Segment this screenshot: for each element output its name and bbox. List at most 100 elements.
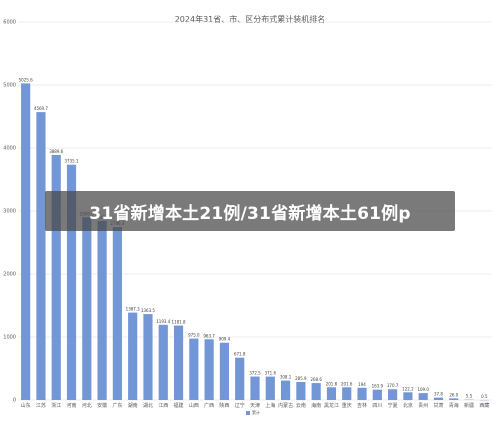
bar — [97, 220, 107, 400]
bar — [189, 338, 199, 400]
bar-value-label: 201.6 — [341, 381, 353, 386]
bar-value-label: 194 — [358, 382, 366, 387]
bar-value-label: 371.6 — [265, 371, 277, 376]
x-tick-label: 山西 — [189, 402, 199, 409]
y-tick-label: 2000 — [3, 272, 16, 278]
bar-value-label: 3889.6 — [49, 149, 63, 154]
x-tick-label: 辽宁 — [235, 402, 245, 409]
y-tick-label: 1000 — [3, 335, 16, 341]
x-tick-label: 黑龙江 — [324, 402, 339, 409]
x-tick-label: 广东 — [112, 402, 122, 409]
x-tick-label: 吉林 — [357, 402, 367, 409]
bar — [51, 154, 61, 400]
x-tick-label: 新疆 — [464, 402, 474, 409]
bar — [357, 387, 367, 400]
bar-value-label: 308.1 — [280, 375, 292, 380]
bar — [112, 226, 122, 400]
headline-overlay: 31省新增本土21例/31省新增本土61例p — [45, 191, 455, 231]
legend-swatch — [246, 411, 250, 415]
bar-value-label: 4569.7 — [34, 106, 48, 111]
x-tick-label: 贵州 — [418, 402, 428, 409]
x-tick-label: 青海 — [449, 402, 459, 409]
bar-value-label: 170.7 — [387, 383, 399, 388]
y-tick-label: 0 — [13, 398, 16, 404]
x-tick-label: 广西 — [204, 402, 214, 409]
x-tick-label: 湖北 — [143, 402, 153, 409]
bar-value-label: 963.7 — [203, 333, 215, 338]
x-tick-label: 河北 — [82, 402, 92, 409]
bar-value-label: 5.5 — [466, 394, 473, 399]
bar — [204, 339, 214, 400]
bar — [280, 380, 291, 400]
bar-value-label: 671.8 — [234, 352, 246, 357]
bar-value-label: 122.2 — [402, 386, 414, 391]
x-tick-label: 河南 — [67, 402, 77, 409]
bar-value-label: 1181.8 — [172, 320, 186, 325]
bar — [82, 217, 92, 400]
bar-value-label: 975.0 — [188, 333, 200, 338]
bar-value-label: 0.5 — [481, 394, 488, 399]
x-tick-label: 陕西 — [219, 402, 229, 409]
bar-value-label: 285.9 — [295, 376, 307, 381]
x-tick-label: 西藏 — [479, 402, 489, 409]
bar-value-label: 201.8 — [326, 381, 338, 386]
bar — [265, 376, 275, 400]
bar — [388, 389, 398, 400]
bar — [433, 397, 444, 400]
x-tick-label: 云南 — [296, 402, 306, 409]
bar — [342, 387, 352, 400]
bar-value-label: 5025.6 — [19, 77, 33, 82]
bar-value-label: 3735.1 — [65, 159, 79, 164]
x-tick-label: 甘肃 — [433, 402, 443, 409]
x-tick-label: 湖南 — [128, 402, 138, 409]
bar — [418, 393, 428, 400]
bar-value-label: 268.6 — [310, 377, 322, 382]
y-tick-label: 6000 — [3, 20, 16, 26]
bar — [296, 381, 306, 400]
x-tick-label: 江苏 — [36, 402, 46, 409]
x-tick-label: 重庆 — [342, 402, 352, 409]
bar — [66, 164, 77, 400]
bar-value-label: 1363.5 — [141, 308, 155, 313]
y-tick-label: 5000 — [3, 83, 16, 89]
bar — [250, 376, 260, 400]
x-tick-label: 内蒙古 — [278, 402, 293, 409]
x-tick-label: 北京 — [403, 402, 413, 409]
bar-value-label: 372.5 — [249, 371, 261, 376]
chart-title: 2024年31省、市、区分布式累计装机排名 — [174, 15, 326, 24]
x-tick-label: 宁夏 — [388, 402, 398, 409]
bar — [143, 314, 153, 400]
bar-value-label: 909.4 — [219, 337, 231, 342]
x-tick-label: 上海 — [265, 402, 275, 409]
x-tick-label: 四川 — [372, 403, 382, 409]
bar — [36, 112, 46, 401]
bar — [235, 357, 245, 400]
x-tick-label: 江西 — [158, 402, 168, 409]
x-tick-label: 海南 — [311, 402, 321, 409]
bar — [372, 389, 382, 400]
x-tick-label: 福建 — [174, 402, 184, 409]
bar — [219, 342, 230, 400]
x-tick-label: 天津 — [250, 402, 260, 409]
bar — [128, 312, 138, 400]
x-tick-label: 山东 — [21, 402, 31, 409]
x-tick-label: 浙江 — [51, 402, 61, 409]
bar-value-label: 37.8 — [434, 392, 443, 397]
bar — [21, 83, 31, 400]
bar-value-label: 1193.4 — [156, 319, 170, 324]
headline-text: 31省新增本土21例/31省新增本土61例p — [89, 203, 411, 224]
legend-label: 累计 — [252, 409, 260, 415]
bar — [311, 383, 321, 400]
y-tick-label: 3000 — [3, 209, 16, 215]
bar-value-label: 1387.3 — [126, 307, 140, 312]
bar — [403, 392, 413, 400]
y-tick-label: 4000 — [3, 146, 16, 152]
bar — [326, 387, 337, 400]
bar — [173, 325, 184, 400]
bar-value-label: 163.9 — [372, 384, 384, 389]
bar-value-label: 109.0 — [417, 387, 429, 392]
bar — [158, 324, 168, 400]
bar-value-label: 26.0 — [449, 392, 458, 397]
bar — [449, 398, 459, 400]
